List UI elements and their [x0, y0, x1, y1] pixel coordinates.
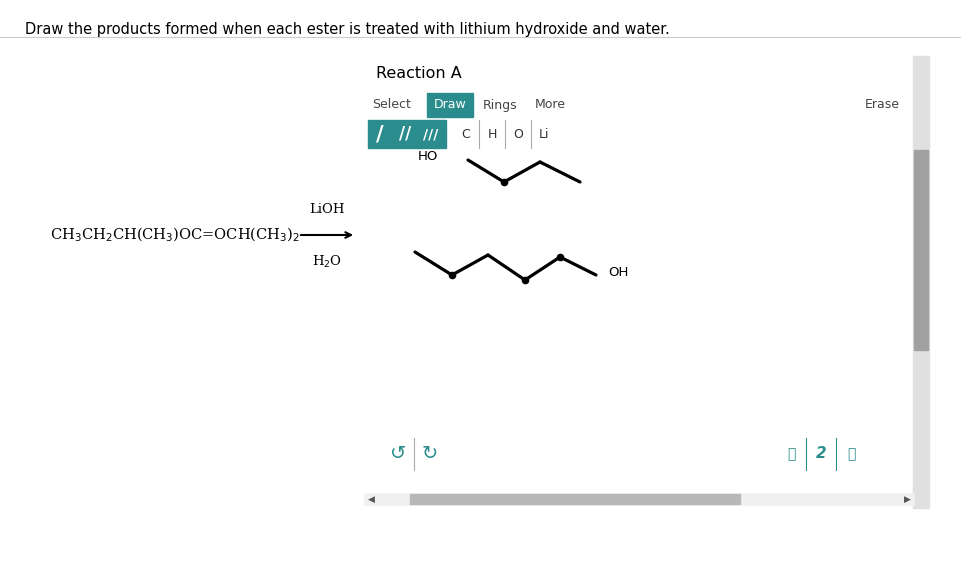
Text: Rings: Rings	[482, 99, 517, 112]
Bar	[382, 438, 446, 470]
Bar	[364, 92, 932, 118]
Text: H: H	[487, 128, 497, 140]
Bar	[410, 494, 740, 504]
Bar	[364, 493, 914, 505]
Text: Li: Li	[539, 128, 550, 140]
Bar	[914, 150, 928, 350]
Text: HO: HO	[418, 150, 438, 164]
Text: ↺: ↺	[390, 445, 407, 463]
Text: O: O	[513, 128, 523, 140]
Bar	[913, 56, 929, 508]
Bar	[368, 120, 446, 148]
Text: Erase: Erase	[865, 99, 899, 112]
Text: CH$_3$CH$_2$CH(CH$_3$)OC=OCH(CH$_3$)$_2$: CH$_3$CH$_2$CH(CH$_3$)OC=OCH(CH$_3$)$_2$	[50, 226, 300, 244]
Text: ◀: ◀	[367, 495, 375, 503]
Text: C: C	[461, 128, 470, 140]
Text: Select: Select	[373, 99, 411, 112]
Text: More: More	[534, 99, 565, 112]
Text: Draw the products formed when each ester is treated with lithium hydroxide and w: Draw the products formed when each ester…	[25, 22, 670, 37]
Text: OH: OH	[608, 267, 628, 279]
Text: /: /	[376, 124, 383, 144]
Text: H$_2$O: H$_2$O	[312, 254, 342, 270]
Text: 2: 2	[816, 446, 826, 462]
Bar	[776, 438, 866, 470]
Text: ///: ///	[423, 127, 438, 141]
Bar	[451, 120, 559, 148]
Text: Draw: Draw	[433, 99, 466, 112]
Text: ▶: ▶	[903, 495, 910, 503]
Text: Reaction A: Reaction A	[376, 66, 461, 81]
Bar	[362, 56, 934, 508]
Bar	[364, 150, 914, 470]
Text: 🔍: 🔍	[847, 447, 855, 461]
Text: ↻: ↻	[422, 445, 438, 463]
Bar	[427, 93, 473, 117]
Text: 🔍: 🔍	[787, 447, 795, 461]
Text: //: //	[399, 125, 411, 143]
Text: LiOH: LiOH	[309, 203, 345, 216]
